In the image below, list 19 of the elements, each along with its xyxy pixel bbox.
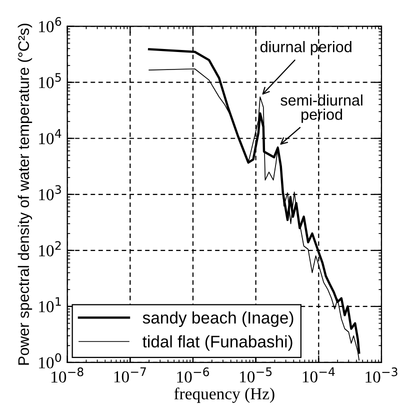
x-tick-label: 10$^{−8}$ <box>52 367 84 383</box>
y-tick-label: 10$^{6}$ <box>39 17 62 32</box>
x-tick-label: 10$^{−7}$ <box>114 367 146 382</box>
x-tick-label: 10$^{−4}$ <box>302 367 335 382</box>
y-tick-label: 10$^{5}$ <box>39 73 61 88</box>
legend-label: sandy beach (Inage) <box>142 311 294 327</box>
y-tick-label: 10$^{2}$ <box>39 241 61 256</box>
y-tick-label: 10$^{0}$ <box>39 353 62 368</box>
x-tick-label: 10$^{−3}$ <box>366 367 398 383</box>
y-tick-label: 10$^{4}$ <box>39 129 62 144</box>
legend-label: tidal flat (Funabashi) <box>142 335 292 351</box>
x-tick-label: 10$^{−5}$ <box>240 367 272 382</box>
annotation: diurnal period <box>260 41 352 56</box>
y-tick-label: 10$^{3}$ <box>39 185 61 200</box>
annotation: semi-diurnal period <box>280 94 362 123</box>
y-tick-label: 10$^{1}$ <box>39 297 61 312</box>
y-axis-title: Power spectral density of water temperature (°C²s) <box>18 24 32 365</box>
x-tick-label: 10$^{−6}$ <box>177 367 210 383</box>
x-axis-title: frequency (Hz) <box>174 388 274 403</box>
